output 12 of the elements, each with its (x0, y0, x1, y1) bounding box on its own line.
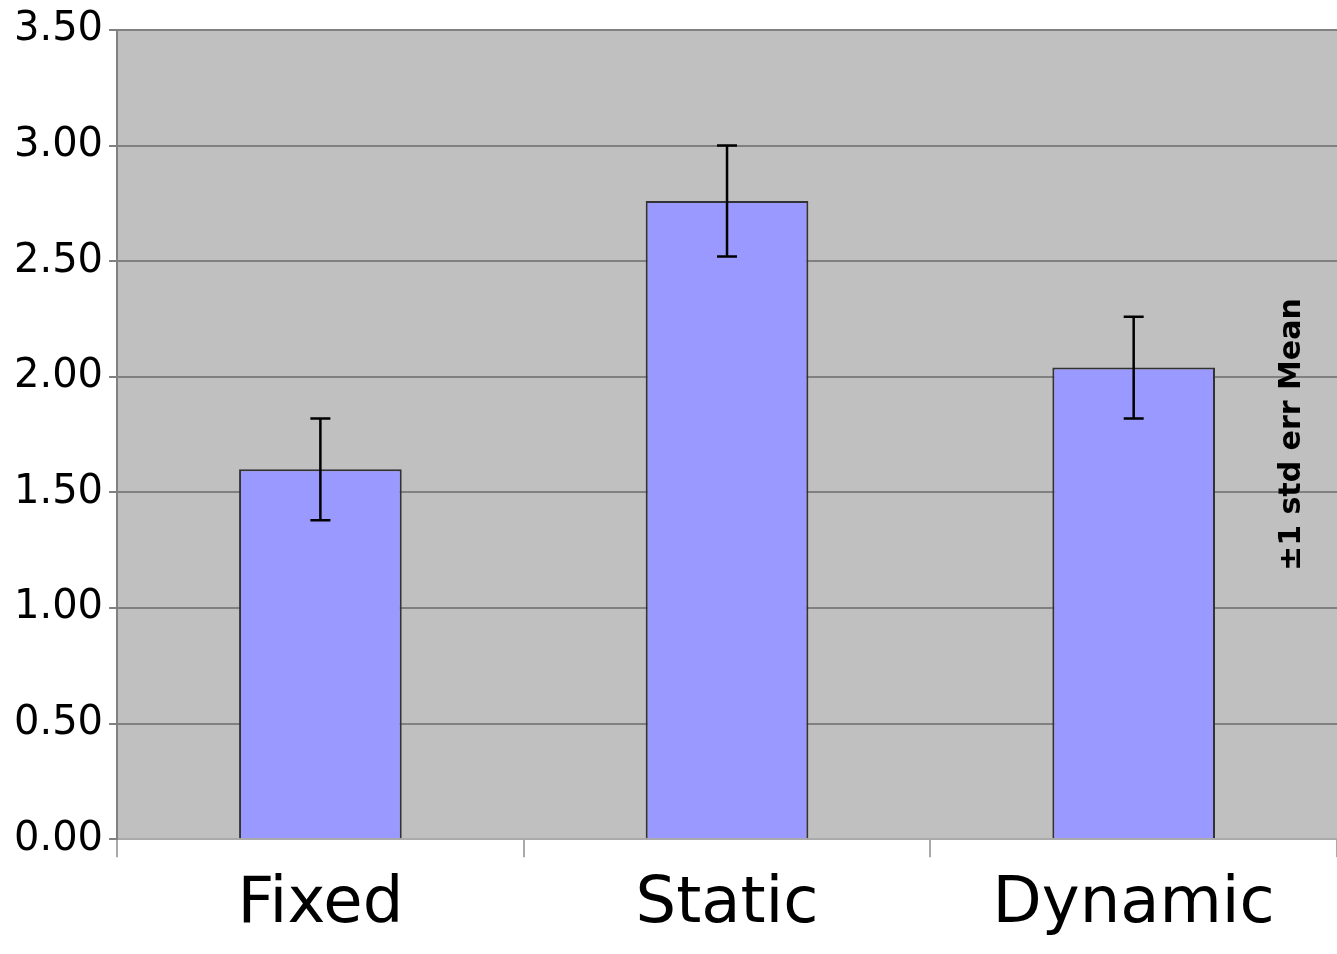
y-tick-label: 0.50 (14, 696, 104, 743)
y-tick-label: 2.00 (14, 350, 104, 397)
y-tick-label: 3.50 (14, 3, 104, 50)
annotation: ±1 std err Mean (1271, 298, 1307, 571)
y-tick-label: 1.50 (14, 465, 104, 512)
y-tick-label: 3.00 (14, 118, 104, 165)
y-tick-label: 1.00 (14, 581, 104, 628)
y-tick-label: 2.50 (14, 234, 104, 281)
x-tick-label: Dynamic (992, 863, 1275, 938)
y-tick-label: 0.00 (14, 812, 104, 859)
x-tick-label: Fixed (237, 863, 404, 938)
x-tick-label: Static (635, 863, 819, 938)
